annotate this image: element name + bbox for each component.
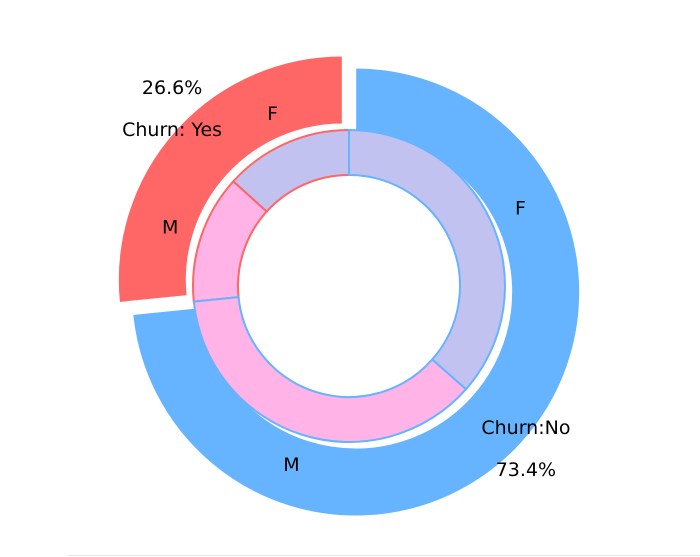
inner-ring [192,128,506,443]
inner-label-churn-yes-f: F [267,103,278,125]
outer-label-churn-no: Churn:No [481,417,570,439]
outer-ring [117,55,581,517]
inner-label-churn-no-m: M [283,454,299,476]
inner-wedge-churn-no-m [192,296,468,443]
outer-pct-label-churn-yes: 26.6% [142,77,202,99]
outer-wedge-churn-yes [117,55,343,303]
outer-wedge-churn-no [132,67,581,517]
outer-label-churn-yes: Churn: Yes [122,119,222,141]
outer-pct-label-churn-no: 73.4% [496,459,556,481]
chart-labels: Churn: Yes 26.6% Churn:No 73.4% F M M F [122,77,570,481]
figure-bottom-edge [68,555,700,556]
inner-label-churn-yes-m: M [162,216,178,238]
inner-label-churn-no-f: F [515,198,526,220]
inner-wedge-churn-no-f [348,128,506,391]
